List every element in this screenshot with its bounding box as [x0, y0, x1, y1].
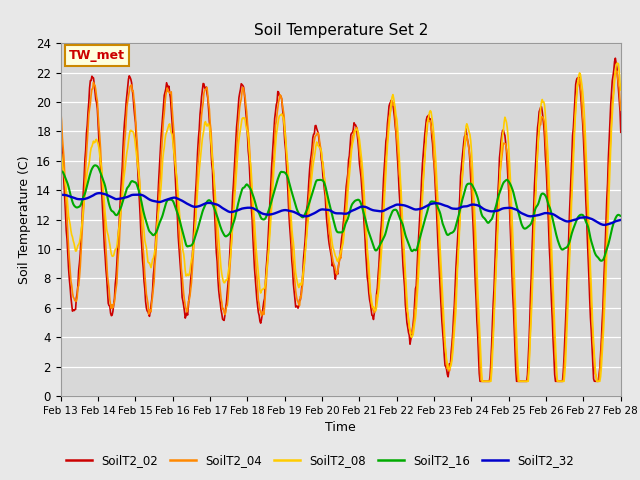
SoilT2_32 [205, 200, 212, 206]
SoilT2_04 [566, 222, 574, 228]
SoilT2_16 [443, 231, 451, 237]
SoilT2_04 [617, 107, 625, 113]
SoilT2_08 [204, 121, 212, 127]
SoilT2_32 [57, 192, 65, 198]
Line: SoilT2_04: SoilT2_04 [61, 71, 621, 381]
SoilT2_02 [332, 271, 340, 277]
SoilT2_16 [387, 211, 395, 217]
SoilT2_32 [96, 190, 104, 196]
SoilT2_04 [57, 108, 65, 114]
SoilT2_04 [442, 351, 450, 357]
Line: SoilT2_08: SoilT2_08 [61, 63, 621, 381]
X-axis label: Time: Time [325, 421, 356, 434]
SoilT2_02 [204, 95, 212, 101]
SoilT2_32 [600, 222, 608, 228]
SoilT2_08 [617, 87, 625, 93]
SoilT2_04 [204, 93, 212, 98]
SoilT2_32 [566, 218, 574, 224]
SoilT2_32 [443, 203, 451, 209]
SoilT2_04 [613, 68, 621, 74]
SoilT2_32 [387, 204, 395, 210]
SoilT2_02 [442, 364, 450, 370]
SoilT2_02 [617, 130, 625, 135]
SoilT2_02 [387, 99, 394, 105]
SoilT2_16 [333, 228, 340, 234]
SoilT2_08 [180, 251, 188, 257]
Text: TW_met: TW_met [69, 49, 125, 62]
SoilT2_02 [476, 378, 484, 384]
SoilT2_08 [566, 239, 574, 245]
SoilT2_16 [617, 213, 625, 219]
SoilT2_02 [180, 303, 188, 309]
SoilT2_32 [617, 217, 625, 223]
Line: SoilT2_02: SoilT2_02 [61, 58, 621, 381]
SoilT2_08 [614, 60, 621, 66]
SoilT2_04 [387, 108, 394, 114]
SoilT2_16 [180, 237, 188, 242]
SoilT2_32 [180, 199, 188, 205]
SoilT2_16 [598, 258, 605, 264]
SoilT2_32 [333, 210, 340, 216]
SoilT2_08 [479, 378, 486, 384]
SoilT2_16 [566, 237, 574, 242]
SoilT2_04 [332, 270, 340, 276]
SoilT2_16 [57, 169, 65, 175]
SoilT2_16 [205, 197, 212, 203]
Y-axis label: Soil Temperature (C): Soil Temperature (C) [17, 156, 31, 284]
SoilT2_04 [477, 378, 485, 384]
SoilT2_02 [57, 118, 65, 124]
SoilT2_08 [57, 149, 65, 155]
SoilT2_08 [332, 254, 340, 260]
SoilT2_08 [442, 349, 450, 355]
Title: Soil Temperature Set 2: Soil Temperature Set 2 [253, 23, 428, 38]
Legend: SoilT2_02, SoilT2_04, SoilT2_08, SoilT2_16, SoilT2_32: SoilT2_02, SoilT2_04, SoilT2_08, SoilT2_… [61, 449, 579, 472]
SoilT2_04 [180, 291, 188, 297]
SoilT2_02 [611, 55, 619, 61]
SoilT2_02 [566, 193, 574, 199]
SoilT2_16 [91, 162, 99, 168]
SoilT2_08 [387, 107, 394, 112]
Line: SoilT2_32: SoilT2_32 [61, 193, 621, 225]
Line: SoilT2_16: SoilT2_16 [61, 165, 621, 261]
